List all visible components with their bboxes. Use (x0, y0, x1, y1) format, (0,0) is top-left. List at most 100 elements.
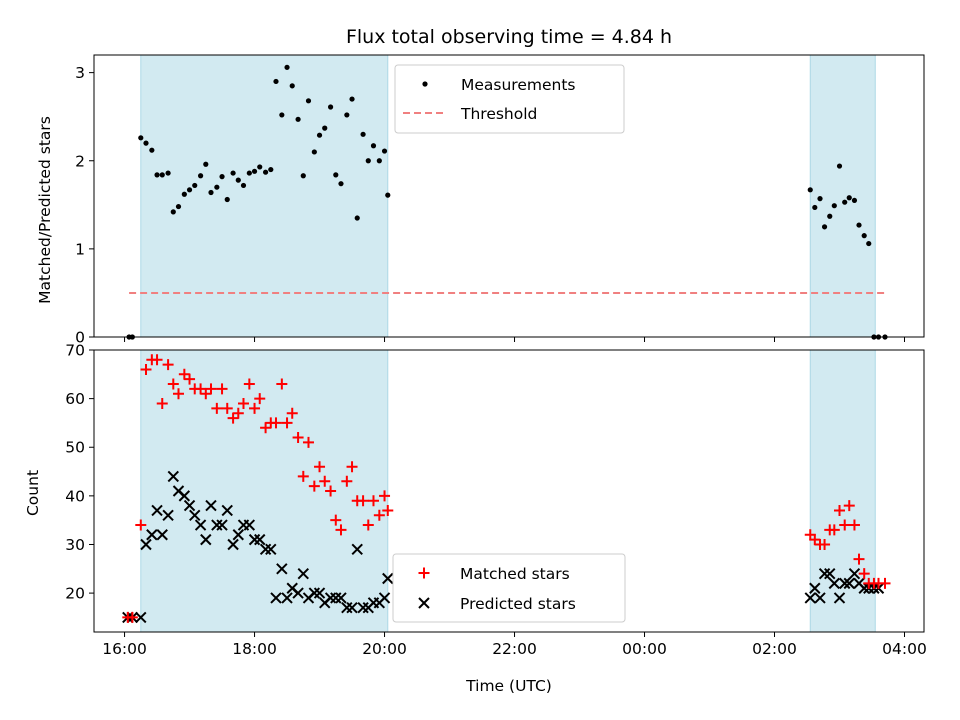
predicted-star-point (270, 592, 282, 604)
measurement-point (827, 213, 833, 219)
predicted-star-point (221, 504, 233, 517)
predicted-star-point (259, 543, 272, 556)
measurement-point (246, 170, 252, 176)
matched-star-point (858, 568, 870, 580)
bottom-shaded-interval (140, 349, 389, 633)
predicted-star-point (205, 499, 217, 512)
matched-star-point (205, 383, 217, 395)
matched-star-point (367, 495, 379, 507)
measurement-point (360, 131, 366, 137)
predicted-star-point (828, 577, 841, 590)
bottom-y-tick-label: 30 (65, 536, 85, 554)
predicted-star-point (843, 577, 855, 590)
x-tick-label: 16:00 (102, 640, 147, 658)
measurement-point (817, 196, 823, 202)
measurement-point (230, 170, 236, 176)
bottom-panel: Count 16:00 18:00 20:00 22:00 00:00 02:00 04:0… (24, 342, 927, 659)
measurement-point (821, 224, 828, 230)
predicted-star-point (167, 470, 180, 483)
predicted-star-point (156, 529, 168, 541)
predicted-star-point (227, 538, 239, 551)
top-legend-box (394, 64, 625, 134)
matched-star-point (346, 461, 358, 473)
measurement-point (381, 148, 388, 154)
predicted-star-point (211, 519, 223, 531)
legend-predicted-label: Predicted stars (460, 595, 576, 613)
legend-predicted-marker (418, 597, 430, 609)
measurement-point (208, 189, 214, 196)
measurement-point (836, 163, 843, 169)
predicted-star-point (346, 601, 358, 614)
measurement-point (842, 199, 848, 205)
measurement-point (812, 204, 818, 211)
x-tick-label: 02:00 (752, 640, 797, 658)
matched-star-point (135, 519, 147, 531)
measurement-point (251, 168, 258, 174)
bottom-y-tick-label: 50 (65, 439, 85, 457)
measurement-point (159, 172, 165, 178)
legend-matched-label: Matched stars (460, 565, 570, 583)
predicted-star-point (308, 587, 321, 599)
measurement-point (866, 240, 872, 247)
matched-star-point (839, 519, 851, 531)
predicted-star-point (146, 529, 158, 541)
matched-star-point (254, 393, 266, 405)
predicted-star-point (265, 543, 277, 556)
matched-star-point (281, 417, 293, 429)
x-tick-label: 18:00 (232, 640, 277, 658)
x-tick-label: 22:00 (492, 640, 537, 658)
matched-star-point (314, 461, 326, 473)
matched-star-point (373, 509, 385, 521)
top-axes-frame (93, 54, 925, 338)
measurement-point (138, 135, 144, 141)
matched-star-point (286, 407, 298, 419)
predicted-star-point (335, 592, 347, 604)
chart-title: Flux total observing time = 4.84 h (346, 26, 672, 48)
matched-star-point (162, 359, 174, 371)
matched-star-point (243, 378, 255, 390)
matched-star-point (341, 475, 353, 487)
matched-star-point (221, 402, 233, 414)
predicted-star-point (135, 611, 147, 624)
bottom-y-tick-label: 40 (65, 487, 85, 505)
measurement-point (354, 215, 360, 221)
predicted-star-point (189, 509, 201, 522)
predicted-star-point (824, 567, 836, 580)
matched-star-point (232, 407, 244, 419)
predicted-star-point (357, 601, 369, 614)
measurement-point (214, 184, 220, 190)
predicted-star-point (838, 577, 851, 590)
matched-star-point (237, 397, 249, 409)
legend-measurements-label: Measurements (461, 76, 576, 94)
measurement-point (240, 182, 247, 189)
matched-star-point (216, 383, 228, 395)
measurement-point (311, 149, 317, 155)
predicted-star-point (324, 592, 337, 604)
measurement-point (165, 170, 171, 176)
matched-star-point (172, 388, 184, 400)
predicted-star-point (313, 587, 326, 599)
measurement-point (322, 125, 328, 131)
measurement-point (186, 187, 193, 193)
matched-star-point (270, 417, 282, 429)
matched-star-point (382, 504, 394, 516)
measurement-point (197, 173, 204, 179)
measurement-point (257, 164, 263, 170)
predicted-star-point (382, 572, 394, 585)
predicted-star-point (276, 563, 288, 575)
predicted-star-point (151, 504, 163, 517)
measurement-point (385, 192, 391, 198)
predicted-star-point (183, 499, 196, 512)
measurement-point (856, 222, 862, 228)
measurement-point (846, 195, 852, 201)
x-tick-label: 20:00 (362, 640, 407, 658)
top-shaded-interval (140, 54, 389, 338)
predicted-star-point (254, 533, 266, 546)
top-shaded-interval (809, 54, 876, 338)
bottom-y-tick-label: 20 (65, 585, 85, 603)
matched-star-point (853, 553, 865, 565)
top-panel: Matched/Predicted stars 0 1 2 3 Measurements… (36, 54, 925, 347)
measurement-point (289, 83, 295, 89)
matched-star-point (809, 534, 821, 546)
